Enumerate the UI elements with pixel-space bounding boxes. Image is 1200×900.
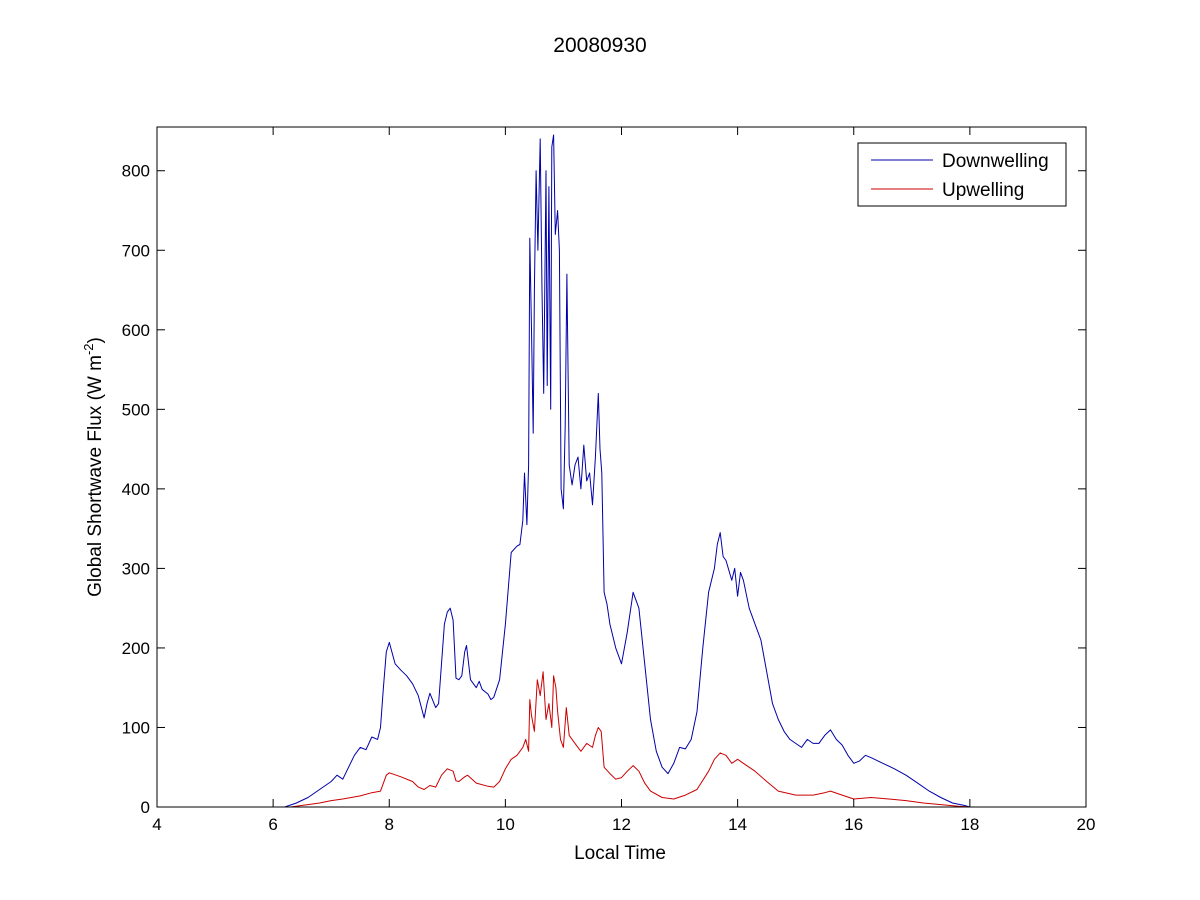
y-axis-label-superscript: -2: [81, 343, 96, 355]
x-tick-label: 6: [268, 815, 277, 834]
y-tick-label: 600: [122, 321, 150, 340]
x-tick-label: 4: [152, 815, 161, 834]
series-layer: [157, 134, 971, 808]
x-tick-label: 20: [1077, 815, 1096, 834]
series-line-upwelling: [157, 671, 970, 808]
legend-label-upwelling: Upwelling: [942, 180, 1024, 201]
legend-label-downwelling: Downwelling: [942, 151, 1049, 172]
y-tick-label: 300: [122, 559, 150, 578]
legend-box: [857, 142, 1067, 207]
y-ticks: 0 100 200 300 400 500 600 700 800: [122, 162, 1086, 817]
y-tick-label: 400: [122, 480, 150, 499]
x-axis-label: Local Time: [574, 843, 666, 864]
x-ticks: 4 6 8 10 12 14 16 18 20: [152, 127, 1095, 834]
x-tick-label: 18: [960, 815, 979, 834]
chart-title: 20080930: [553, 34, 646, 57]
axes-background: [157, 127, 1086, 807]
y-tick-label: 200: [122, 639, 150, 658]
x-tick-label: 8: [385, 815, 394, 834]
y-axis-label: Global Shortwave Flux (W m-2): [81, 337, 106, 597]
series-line-downwelling: [157, 134, 971, 808]
y-tick-label: 800: [122, 162, 150, 181]
y-axis-label-main: Global Shortwave Flux (W m: [85, 355, 106, 597]
y-tick-label: 500: [122, 400, 150, 419]
y-tick-label: 0: [141, 798, 150, 817]
y-tick-label: 100: [122, 718, 150, 737]
y-tick-label: 700: [122, 241, 150, 260]
x-tick-label: 14: [728, 815, 747, 834]
x-tick-label: 12: [612, 815, 631, 834]
x-tick-label: 10: [496, 815, 515, 834]
x-tick-label: 16: [844, 815, 863, 834]
y-axis-label-close: ): [85, 337, 106, 343]
legend: Downwelling Upwelling: [857, 142, 1067, 207]
